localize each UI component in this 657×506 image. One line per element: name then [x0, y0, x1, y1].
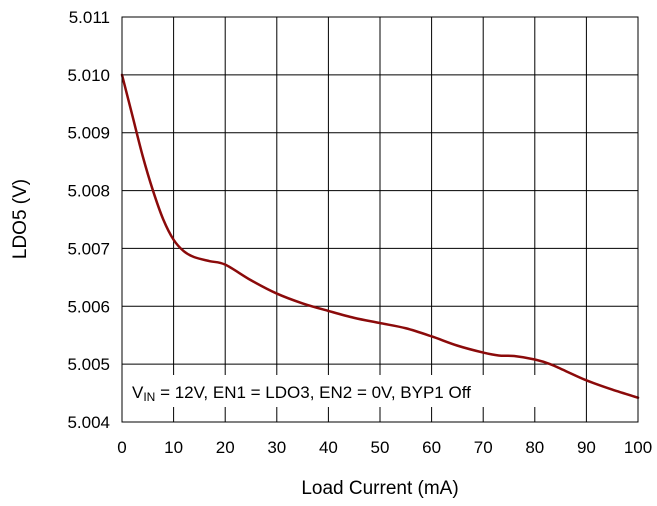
y-tick-label: 5.010 [67, 66, 110, 85]
x-tick-label: 100 [624, 438, 652, 457]
annotation-text: VIN = 12V, EN1 = LDO3, EN2 = 0V, BYP1 Of… [132, 383, 471, 404]
annotation-subscript: IN [143, 390, 155, 404]
y-tick-label: 5.007 [67, 239, 110, 258]
x-tick-label: 90 [577, 438, 596, 457]
plot-frame [121, 16, 639, 423]
annotation-box [128, 375, 566, 407]
y-tick-label: 5.011 [69, 8, 110, 27]
y-tick-label: 5.006 [67, 297, 110, 316]
x-axis-label: Load Current (mA) [301, 478, 458, 499]
x-tick-label: 20 [216, 438, 235, 457]
y-tick-label: 5.005 [67, 355, 110, 374]
x-tick-label: 60 [422, 438, 441, 457]
x-tick-label: 80 [525, 438, 544, 457]
annotation-segment: V [132, 383, 144, 402]
x-tick-label: 70 [474, 438, 493, 457]
y-tick-label: 5.008 [67, 182, 110, 201]
grid [121, 16, 639, 423]
y-axis-label: LDO5 (V) [10, 179, 31, 259]
x-tick-label: 50 [371, 438, 390, 457]
y-tick-label: 5.004 [67, 413, 110, 432]
x-tick-label: 10 [164, 438, 183, 457]
x-tick-label: 0 [117, 438, 126, 457]
x-tick-label: 30 [267, 438, 286, 457]
annotation-segment: = 12V, EN1 = LDO3, EN2 = 0V, BYP1 Off [155, 383, 471, 402]
series-line [120, 73, 640, 399]
y-tick-label: 5.009 [67, 124, 110, 143]
x-tick-label: 40 [319, 438, 338, 457]
tick-labels: 0 10 20 30 40 50 60 70 80 90 100 5.004 5.005 5.006 5.0… [67, 8, 652, 457]
series-layer [120, 73, 640, 399]
